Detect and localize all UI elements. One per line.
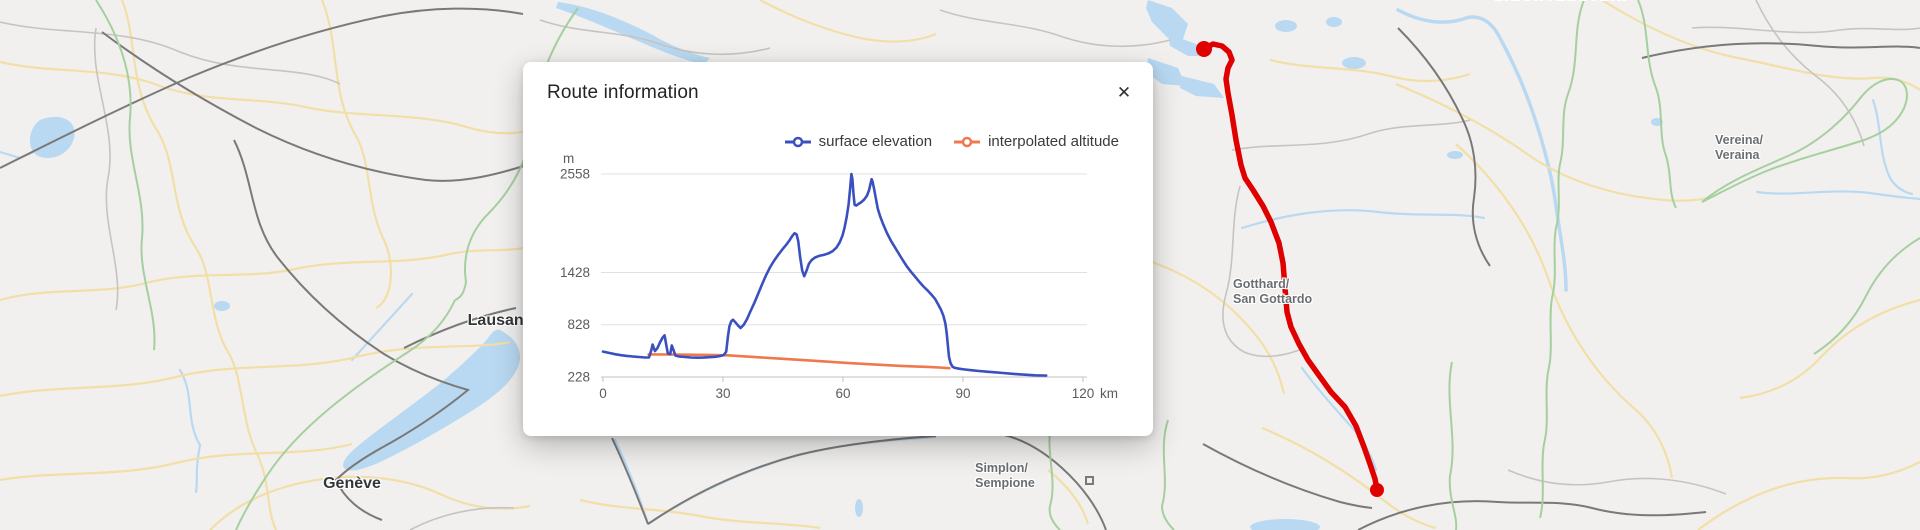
svg-text:0: 0 (599, 386, 607, 401)
route-information-card: Route information ✕ surface elevation in… (523, 62, 1153, 436)
card-title: Route information (547, 82, 699, 103)
svg-text:30: 30 (715, 386, 730, 401)
legend-label-surface: surface elevation (818, 133, 933, 150)
svg-text:1428: 1428 (560, 265, 590, 280)
svg-text:228: 228 (567, 370, 590, 385)
legend-item-surface-elevation: surface elevation (784, 133, 933, 150)
elevation-chart: 228 828 1428 2558 0 30 60 90 120 m km (560, 151, 1118, 401)
svg-text:m: m (563, 151, 574, 166)
svg-text:2558: 2558 (560, 167, 590, 182)
close-icon[interactable]: ✕ (1108, 77, 1140, 109)
svg-text:120: 120 (1072, 386, 1095, 401)
chart-legend: surface elevation interpolated altitude (784, 133, 1119, 150)
map-roads-dark (0, 7, 1920, 530)
legend-label-interpolated: interpolated altitude (988, 133, 1119, 150)
map-lakes (29, 0, 1663, 530)
legend-item-interpolated-altitude: interpolated altitude (954, 133, 1119, 150)
svg-text:828: 828 (567, 317, 590, 332)
svg-text:km: km (1100, 386, 1118, 401)
interpolated-altitude-marker-icon (954, 136, 981, 147)
surface-elevation-marker-icon (784, 136, 811, 147)
svg-text:60: 60 (835, 386, 850, 401)
svg-text:90: 90 (955, 386, 970, 401)
route-path[interactable] (1196, 41, 1384, 497)
